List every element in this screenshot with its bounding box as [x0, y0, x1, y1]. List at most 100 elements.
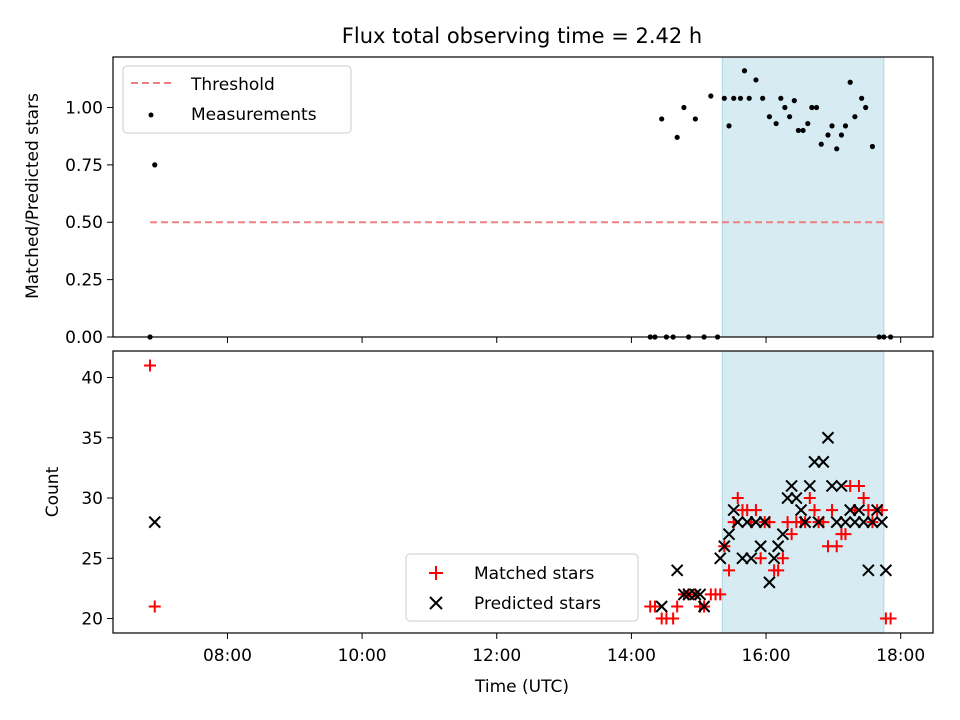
predicted-star-point: [817, 455, 830, 469]
measurement-point: [838, 132, 845, 138]
predicted-star-point: [148, 515, 161, 529]
matched-star-point: [714, 588, 727, 601]
top-axes-frame: [112, 56, 934, 338]
predicted-star-point: [879, 564, 893, 577]
predicted-star-point: [785, 479, 798, 493]
top-panel: 0.00 0.25 0.50 0.75 1.00 Matched/Predicted s…: [23, 56, 934, 348]
y-tick-label: 30: [81, 489, 103, 509]
predicted-star-point: [727, 503, 740, 517]
bottom-x-axis-label: Time (UTC): [474, 677, 569, 697]
matched-star-point: [723, 564, 736, 577]
bottom-panel: 20 25 30 35 40 08:00 10:00 12:00 14:00 16:00 18:0…: [43, 350, 934, 697]
top-x-ticks: [226, 337, 902, 343]
measurement-point: [782, 104, 788, 111]
measurement-point: [766, 114, 773, 120]
matched-star-point: [803, 492, 816, 505]
legend-threshold-label: Threshold: [190, 75, 275, 95]
bottom-legend: Matched stars Predicted stars: [405, 553, 639, 622]
measurement-point: [753, 77, 759, 83]
top-shaded-span: [721, 56, 885, 338]
predicted-star-point: [693, 588, 707, 601]
x-tick-label: 14:00: [607, 646, 656, 666]
bottom-y-axis-label: Count: [43, 466, 63, 517]
predicted-star-point: [745, 552, 758, 565]
predicted-star-point: [870, 503, 884, 517]
x-tick-label: 16:00: [742, 646, 791, 666]
y-tick-label: 20: [81, 610, 103, 630]
predicted-star-point: [848, 515, 862, 529]
y-tick-label: 40: [81, 369, 103, 389]
predicted-star-point: [677, 588, 691, 601]
matched-star-point: [852, 479, 865, 492]
matched-star-point: [667, 612, 680, 625]
x-tick-label: 18:00: [876, 646, 925, 666]
matched-star-point: [785, 528, 798, 541]
predicted-star-point: [740, 515, 754, 529]
predicted-star-point: [731, 515, 744, 529]
measurement-point: [863, 104, 869, 111]
matched-star-point: [754, 552, 767, 565]
predicted-star-point: [714, 552, 727, 565]
predicted-star-point: [689, 588, 702, 601]
measurement-point: [829, 123, 835, 129]
top-y-ticks: 0.00 0.25 0.50 0.75 1.00: [65, 98, 113, 348]
measurement-point: [731, 95, 737, 101]
predicted-star-point: [830, 515, 843, 529]
measurement-point: [791, 98, 797, 104]
measurement-point: [859, 95, 865, 101]
predicted-star-point: [866, 515, 879, 529]
predicted-star-point: [736, 552, 749, 565]
predicted-star-point: [771, 540, 785, 553]
measurement-point: [805, 120, 811, 127]
predicted-star-point: [852, 503, 866, 517]
bottom-x-ticks: 08:00 10:00 12:00 14:00 16:00 18:00: [203, 633, 925, 666]
predicted-star-point: [803, 479, 817, 493]
matched-star-point: [772, 564, 785, 577]
matched-star-point: [671, 600, 684, 613]
matched-star-point: [826, 504, 839, 517]
y-tick-label: 0.50: [65, 213, 103, 233]
measurement-point: [152, 162, 158, 168]
predicted-star-point: [843, 503, 857, 517]
matched-star-point: [648, 600, 661, 613]
top-marks: [147, 68, 894, 340]
measurement-point: [741, 68, 748, 74]
predicted-star-point: [655, 600, 668, 613]
predicted-star-point: [808, 455, 821, 469]
measurement-point: [795, 127, 801, 134]
predicted-star-point: [794, 503, 808, 517]
bottom-axes-frame: [112, 350, 934, 634]
predicted-star-point: [670, 564, 684, 577]
legend-matched-label: Matched stars: [474, 564, 594, 584]
bottom-shaded-span: [721, 350, 885, 634]
measurement-point: [746, 95, 752, 101]
predicted-star-point: [790, 491, 803, 505]
measurement-point: [773, 120, 779, 127]
matched-star-point: [884, 612, 897, 625]
measurement-point: [726, 123, 732, 129]
y-tick-label: 0.00: [65, 328, 103, 348]
predicted-star-point: [875, 515, 889, 529]
bottom-marks: [144, 359, 897, 625]
chart-title: Flux total observing time = 2.42 h: [342, 24, 702, 48]
predicted-star-point: [718, 540, 731, 553]
measurement-point: [737, 95, 744, 101]
predicted-star-point: [798, 515, 812, 529]
measurement-point: [760, 95, 766, 101]
measurement-point: [842, 123, 849, 129]
measurement-point: [708, 93, 714, 99]
measurement-point: [674, 134, 680, 140]
measurement-point: [787, 114, 793, 120]
measurement-point: [825, 132, 831, 138]
measurement-point: [869, 143, 876, 150]
measurement-point: [778, 95, 784, 101]
measurement-point: [809, 104, 815, 111]
y-tick-label: 35: [81, 429, 103, 449]
measurement-point: [681, 104, 687, 111]
measurement-point: [847, 79, 853, 85]
matched-star-point: [776, 552, 789, 565]
measurement-point: [721, 95, 727, 101]
predicted-star-point: [754, 540, 767, 553]
top-y-axis-label: Matched/Predicted stars: [23, 93, 43, 299]
